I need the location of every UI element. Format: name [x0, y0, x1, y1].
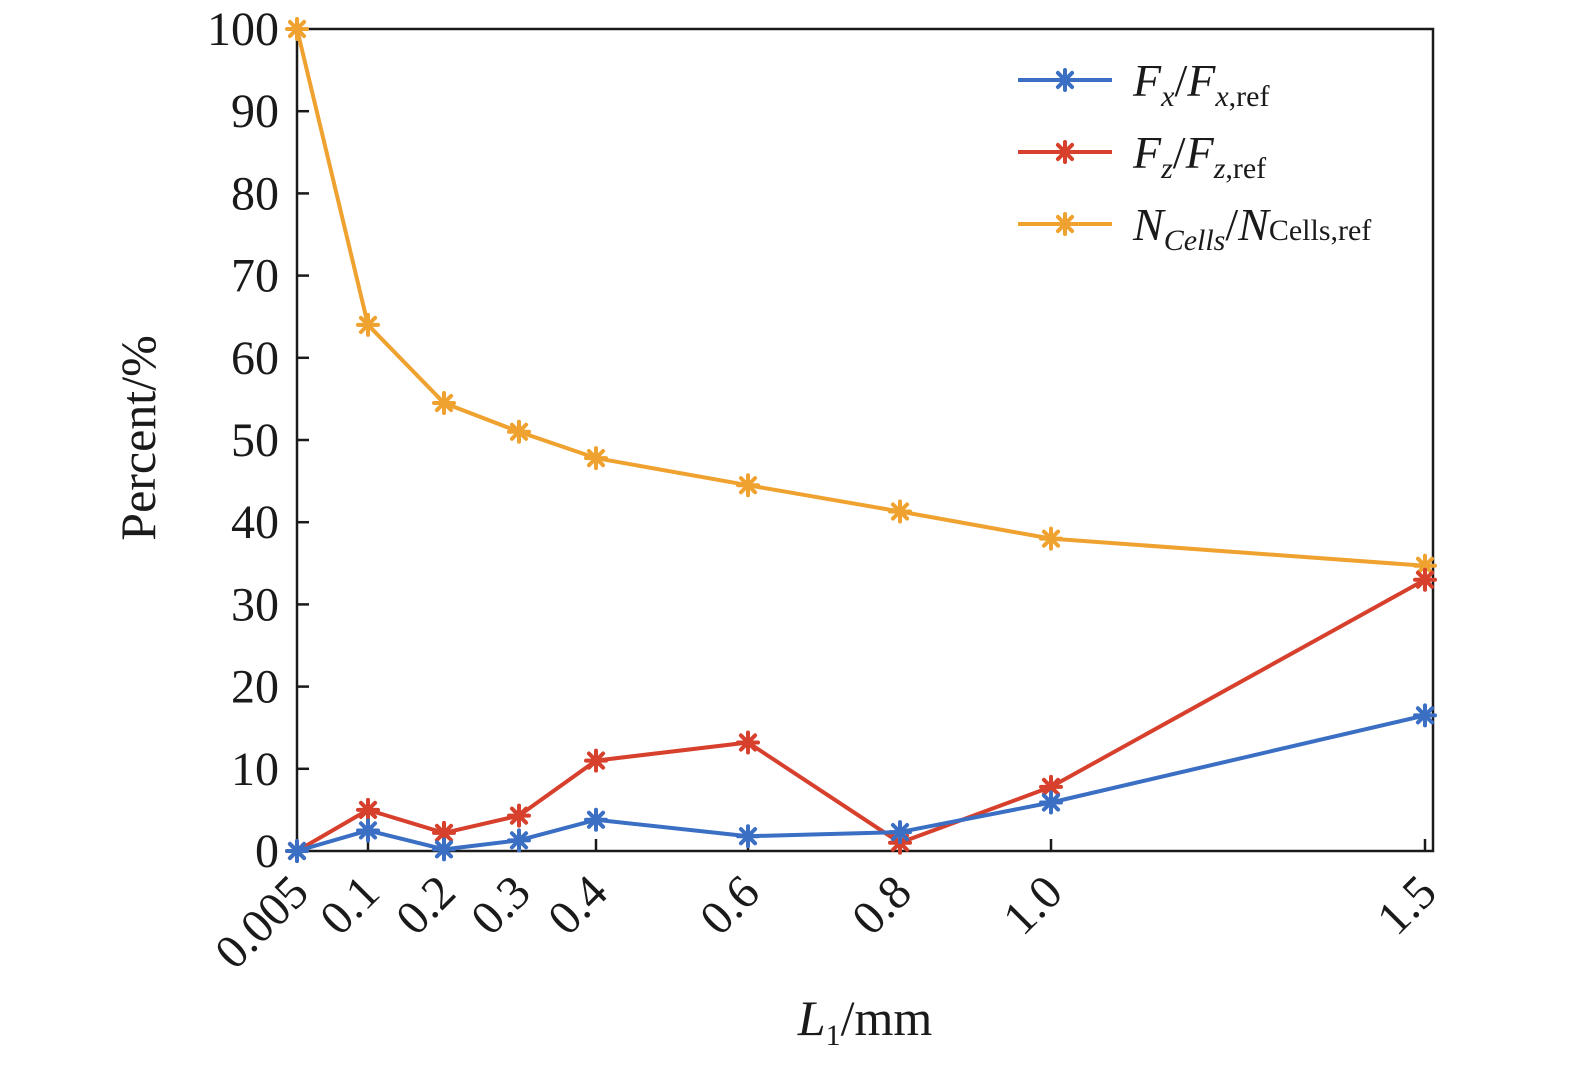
legend-label: NCells/NCells,ref: [1132, 199, 1371, 257]
data-point: [888, 820, 912, 845]
legend-label-part: F: [1186, 55, 1216, 106]
y-tick-label: 40: [231, 496, 279, 549]
legend-entry: NCells/NCells,ref: [1018, 199, 1371, 257]
data-point: [1413, 567, 1437, 592]
x-tick-label: 0.4: [538, 865, 618, 945]
data-point: [584, 748, 608, 773]
legend-label-part: /: [1173, 127, 1186, 178]
data-point: [736, 473, 760, 498]
x-tick-label: 1.0: [993, 865, 1073, 945]
legend-entry: Fz/Fz,ref: [1018, 127, 1266, 185]
data-point: [432, 391, 456, 416]
x-tick-label: 0.8: [842, 865, 922, 945]
x-axis-label-unit: /mm: [841, 990, 933, 1046]
legend-marker: [1053, 212, 1077, 236]
legend-label-part: z: [1160, 152, 1173, 185]
y-tick-label: 80: [231, 167, 279, 220]
series-0: [285, 703, 1437, 863]
x-tick-label: 1.5: [1367, 865, 1447, 945]
data-point: [736, 824, 760, 849]
legend-label-part: x: [1160, 80, 1175, 113]
y-tick-label: 20: [231, 661, 279, 714]
y-tick-label: 0: [255, 825, 279, 878]
data-point: [888, 499, 912, 524]
data-point: [432, 837, 456, 862]
y-tick-label: 30: [231, 578, 279, 631]
legend-label: Fz/Fz,ref: [1132, 127, 1266, 185]
data-point: [507, 828, 531, 853]
legend-label-part: N: [1237, 199, 1271, 250]
data-point: [356, 312, 380, 337]
x-tick-label: 0.005: [205, 865, 319, 979]
legend-label-part: N: [1132, 199, 1166, 250]
data-point: [1413, 703, 1437, 728]
x-tick-label: 0.1: [310, 865, 390, 945]
data-point: [356, 818, 380, 843]
series-line: [296, 713, 1426, 853]
series-1: [285, 567, 1437, 863]
legend-marker: [1053, 140, 1077, 164]
data-point: [584, 446, 608, 471]
legend-entry: Fx/Fx,ref: [1018, 55, 1269, 113]
y-tick-label: 100: [207, 3, 279, 56]
data-point: [736, 730, 760, 755]
legend-label-part: Cells,ref: [1269, 214, 1371, 247]
x-tick-label: 0.3: [461, 865, 541, 945]
x-tick-label: 0.2: [386, 865, 466, 945]
legend-label-part: Cells: [1164, 224, 1226, 257]
x-axis-label-main: L: [797, 990, 826, 1046]
data-point: [1039, 526, 1063, 551]
legend-marker: [1053, 68, 1077, 92]
data-point: [285, 839, 309, 863]
legend-label-part: ,ref: [1225, 152, 1266, 185]
y-tick-label: 50: [231, 414, 279, 467]
y-tick-label: 10: [231, 743, 279, 796]
legend-label-part: x: [1214, 80, 1229, 113]
x-axis-label-sub: 1: [826, 1019, 841, 1052]
y-axis-label: Percent/%: [110, 335, 166, 540]
series-layer: [285, 17, 1437, 863]
x-axis-label: L1/mm: [797, 990, 933, 1052]
series-line: [295, 577, 1426, 853]
x-tick-label: 0.6: [690, 865, 770, 945]
data-point: [584, 807, 608, 832]
y-tick-label: 70: [231, 250, 279, 303]
y-axis: 0 10 20 30 40 50 60 70 80 90 100: [207, 3, 309, 878]
data-point: [356, 797, 380, 822]
legend-label-part: z: [1213, 152, 1226, 185]
legend-label-part: F: [1132, 55, 1162, 106]
data-point: [285, 17, 309, 41]
legend-label-part: F: [1132, 127, 1162, 178]
y-tick-label: 60: [231, 332, 279, 385]
data-point: [1039, 790, 1063, 815]
legend-label: Fx/Fx,ref: [1132, 55, 1269, 113]
legend-label-part: ,ref: [1229, 80, 1270, 113]
data-point: [507, 803, 531, 828]
data-point: [507, 419, 531, 444]
legend-label-part: F: [1185, 127, 1215, 178]
y-tick-label: 90: [231, 85, 279, 138]
legend-label-part: /: [1174, 55, 1187, 106]
legend-label-part: /: [1225, 199, 1238, 250]
